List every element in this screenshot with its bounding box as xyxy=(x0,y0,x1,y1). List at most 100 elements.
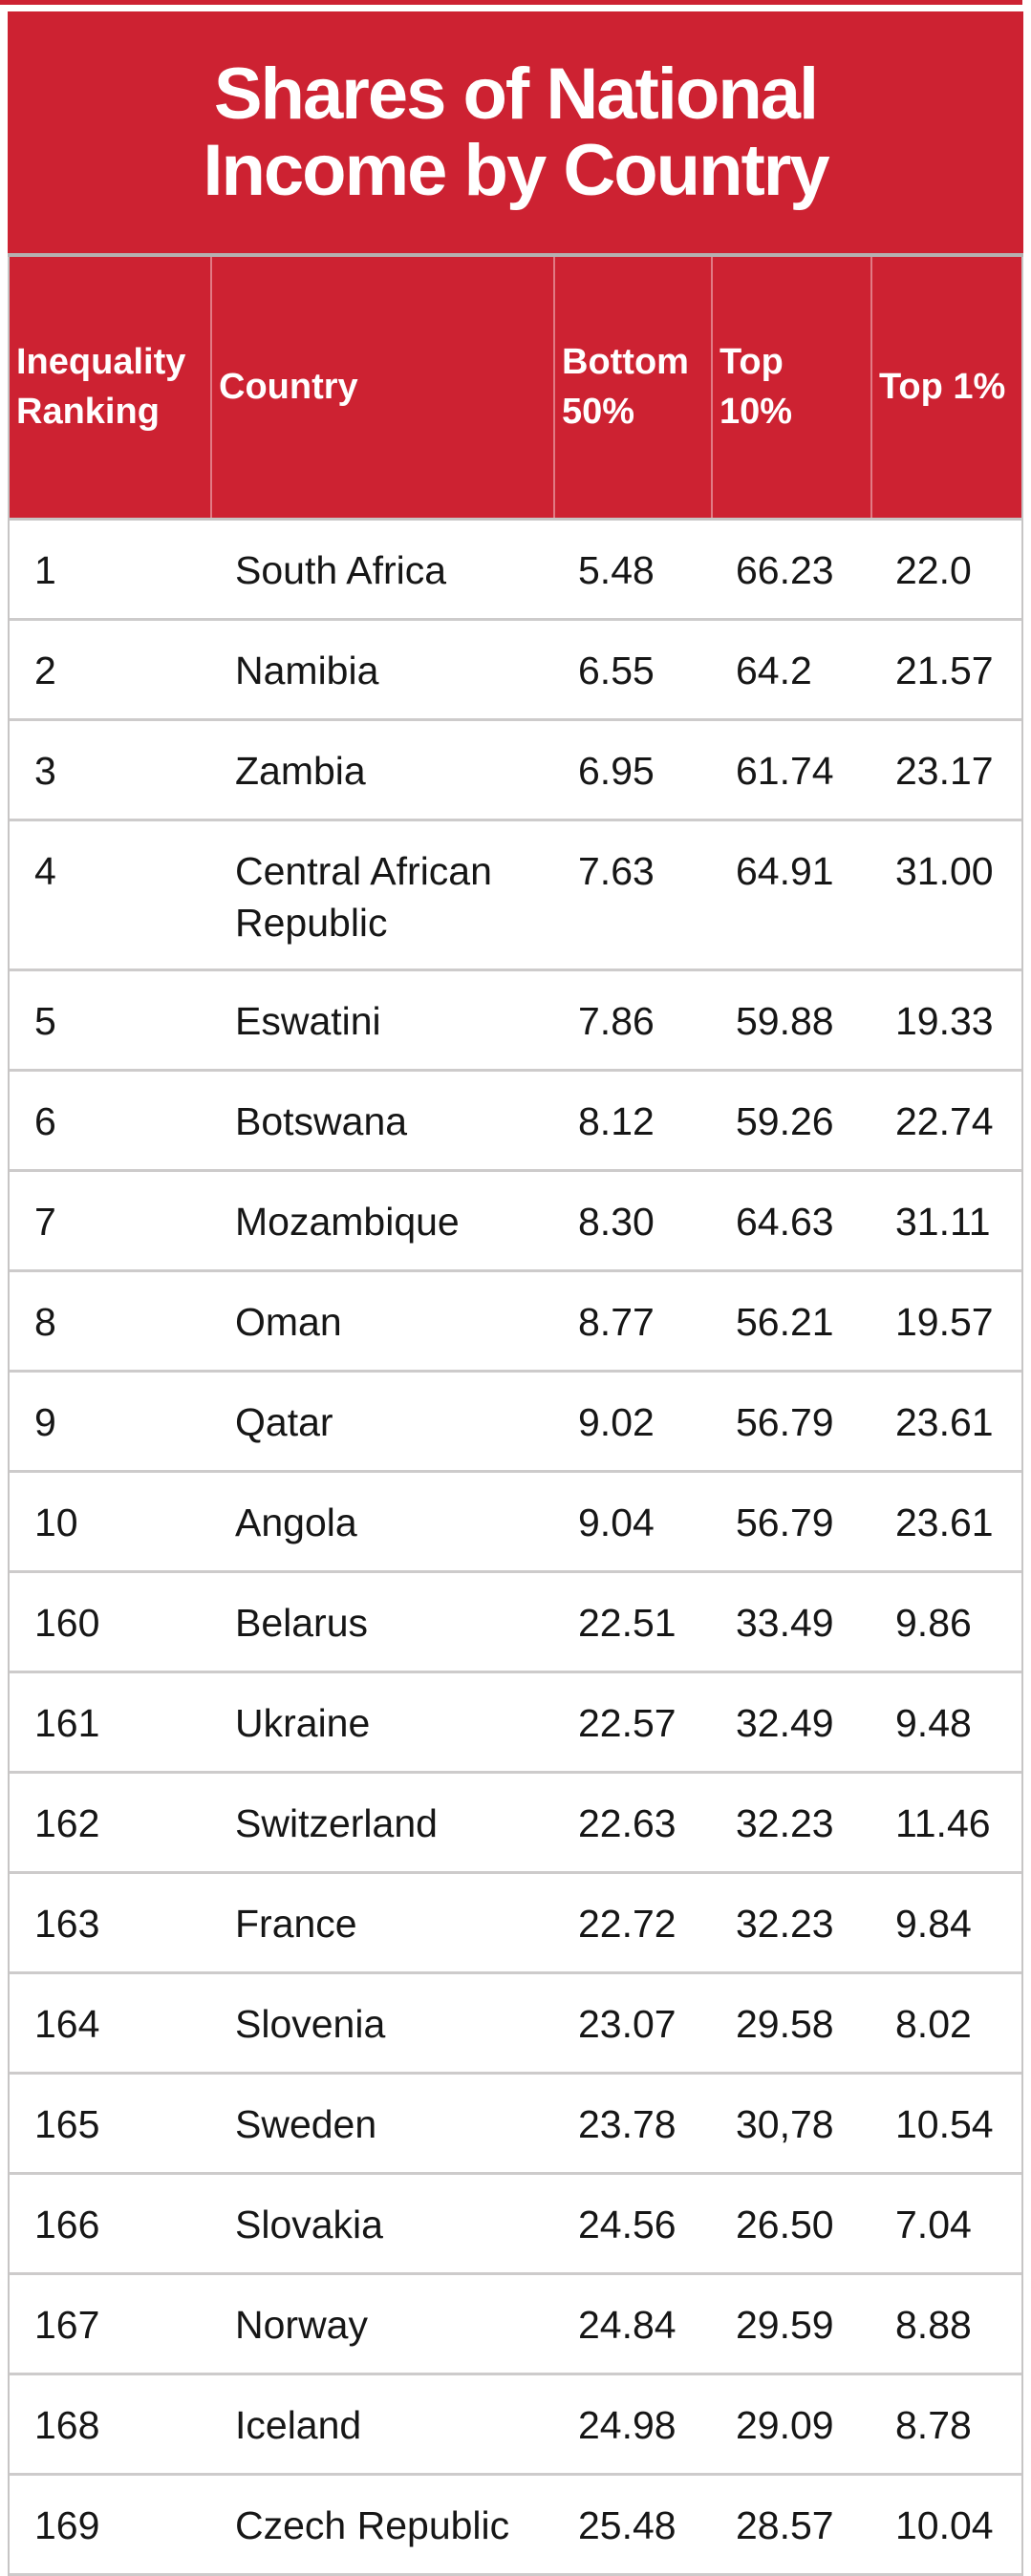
cell-country: Qatar xyxy=(235,1400,333,1445)
cell-top1: 11.46 xyxy=(895,1801,991,1846)
table-header-row: Inequality Ranking Country Bottom 50% To… xyxy=(10,257,1021,521)
table-row: 2 Namibia 6.55 64.2 21.57 xyxy=(10,621,1021,721)
cell-top1: 31.11 xyxy=(895,1200,991,1245)
cell-rank: 5 xyxy=(34,999,56,1044)
cell-rank: 165 xyxy=(34,2102,100,2147)
income-share-table: Inequality Ranking Country Bottom 50% To… xyxy=(8,257,1023,2576)
cell-top10: 33.49 xyxy=(736,1601,834,1646)
cell-bottom50: 9.02 xyxy=(578,1400,655,1445)
cell-top10: 32.23 xyxy=(736,1801,834,1846)
table-row: 161 Ukraine 22.57 32.49 9.48 xyxy=(10,1673,1021,1775)
cell-top1: 23.61 xyxy=(895,1400,994,1445)
cell-top1: 23.17 xyxy=(895,749,994,793)
cell-rank: 1 xyxy=(34,548,56,592)
cell-top1: 9.86 xyxy=(895,1601,972,1646)
cell-country: South Africa xyxy=(235,548,447,592)
table-row: 164 Slovenia 23.07 29.58 8.02 xyxy=(10,1974,1021,2076)
cell-rank: 4 xyxy=(34,849,56,893)
cell-country: Belarus xyxy=(235,1601,369,1646)
table-row: 8 Oman 8.77 56.21 19.57 xyxy=(10,1272,1021,1373)
cell-top1: 22.74 xyxy=(895,1099,994,1144)
cell-rank: 163 xyxy=(34,1902,100,1947)
column-header-label: Bottom 50% xyxy=(562,342,689,432)
cell-top10: 29.58 xyxy=(736,2002,834,2047)
title-block: Shares of National Income by Country xyxy=(8,11,1023,253)
cell-bottom50: 22.57 xyxy=(578,1701,677,1746)
cell-top1: 19.33 xyxy=(895,999,994,1044)
cell-bottom50: 8.12 xyxy=(578,1099,655,1144)
cell-bottom50: 22.51 xyxy=(578,1601,677,1646)
cell-top10: 32.49 xyxy=(736,1701,834,1746)
cell-country: Ukraine xyxy=(235,1701,371,1746)
table-row: 10 Angola 9.04 56.79 23.61 xyxy=(10,1473,1021,1574)
cell-bottom50: 24.84 xyxy=(578,2303,677,2348)
cell-top1: 10.04 xyxy=(895,2503,994,2548)
cell-top1: 21.57 xyxy=(895,649,994,692)
cell-bottom50: 8.30 xyxy=(578,1200,655,1245)
column-header-top-1: Top 1% xyxy=(870,257,1021,518)
table-row: 160 Belarus 22.51 33.49 9.86 xyxy=(10,1573,1021,1674)
table-row: 4 Central African Republic 7.63 64.91 31.00 xyxy=(10,821,1021,972)
column-header-label: Inequality Ranking xyxy=(16,342,186,432)
cell-country: Mozambique xyxy=(235,1200,460,1245)
cell-rank: 160 xyxy=(34,1601,100,1646)
cell-rank: 167 xyxy=(34,2303,100,2348)
cell-top10: 59.88 xyxy=(736,999,834,1044)
cell-country: Eswatini xyxy=(235,999,381,1044)
table-row: 1 South Africa 5.48 66.23 22.0 xyxy=(10,521,1021,621)
cell-top10: 56.21 xyxy=(736,1300,834,1345)
cell-top10: 64.91 xyxy=(736,849,834,893)
table-row: 5 Eswatini 7.86 59.88 19.33 xyxy=(10,971,1021,1073)
column-header-label: Country xyxy=(219,366,358,407)
cell-rank: 6 xyxy=(34,1099,56,1144)
cell-top1: 31.00 xyxy=(895,849,994,893)
cell-bottom50: 7.63 xyxy=(578,849,655,893)
cell-bottom50: 22.72 xyxy=(578,1902,677,1947)
cell-bottom50: 7.86 xyxy=(578,999,655,1044)
table-row: 163 France 22.72 32.23 9.84 xyxy=(10,1874,1021,1975)
cell-rank: 8 xyxy=(34,1300,56,1345)
page-title-line1: Shares of National xyxy=(213,53,819,135)
cell-bottom50: 6.95 xyxy=(578,749,655,793)
cell-rank: 2 xyxy=(34,649,56,692)
cell-top10: 56.79 xyxy=(736,1501,834,1545)
cell-top1: 9.84 xyxy=(895,1902,972,1947)
table-row: 162 Switzerland 22.63 32.23 11.46 xyxy=(10,1774,1021,1875)
cell-top10: 30,78 xyxy=(736,2102,834,2147)
cell-country: Oman xyxy=(235,1300,342,1345)
cell-top1: 23.61 xyxy=(895,1501,994,1545)
cell-country: Slovakia xyxy=(235,2203,383,2247)
table-row: 168 Iceland 24.98 29.09 8.78 xyxy=(10,2375,1021,2477)
cell-country: Slovenia xyxy=(235,2002,386,2047)
cell-top10: 61.74 xyxy=(736,749,834,793)
cell-country: Iceland xyxy=(235,2403,362,2448)
table-row: 165 Sweden 23.78 30,78 10.54 xyxy=(10,2075,1021,2176)
cell-bottom50: 25.48 xyxy=(578,2503,677,2548)
cell-top10: 29.59 xyxy=(736,2303,834,2348)
cell-rank: 9 xyxy=(34,1400,56,1445)
table-row: 7 Mozambique 8.30 64.63 31.11 xyxy=(10,1172,1021,1273)
cell-rank: 161 xyxy=(34,1701,100,1746)
top-red-strip xyxy=(0,0,1022,5)
cell-top10: 26.50 xyxy=(736,2203,834,2247)
cell-country: Czech Republic xyxy=(235,2503,510,2548)
cell-rank: 168 xyxy=(34,2403,100,2448)
cell-top10: 59.26 xyxy=(736,1099,834,1144)
cell-bottom50: 24.98 xyxy=(578,2403,677,2448)
table-row: 169 Czech Republic 25.48 28.57 10.04 xyxy=(10,2476,1021,2576)
cell-rank: 169 xyxy=(34,2503,100,2548)
column-header-bottom-50: Bottom 50% xyxy=(553,257,711,518)
cell-bottom50: 9.04 xyxy=(578,1501,655,1545)
table-body: 1 South Africa 5.48 66.23 22.0 2 Namibia 6.55 64… xyxy=(10,521,1021,2576)
page-title-line2: Income by Country xyxy=(203,129,829,211)
cell-top10: 66.23 xyxy=(736,548,834,592)
cell-rank: 10 xyxy=(34,1501,78,1545)
cell-bottom50: 5.48 xyxy=(578,548,655,592)
column-header-inequality-ranking: Inequality Ranking xyxy=(10,338,210,436)
cell-top10: 56.79 xyxy=(736,1400,834,1445)
cell-bottom50: 8.77 xyxy=(578,1300,655,1345)
cell-top1: 10.54 xyxy=(895,2102,994,2147)
cell-country: Switzerland xyxy=(235,1801,438,1846)
cell-top10: 32.23 xyxy=(736,1902,834,1947)
cell-top1: 8.78 xyxy=(895,2403,972,2448)
